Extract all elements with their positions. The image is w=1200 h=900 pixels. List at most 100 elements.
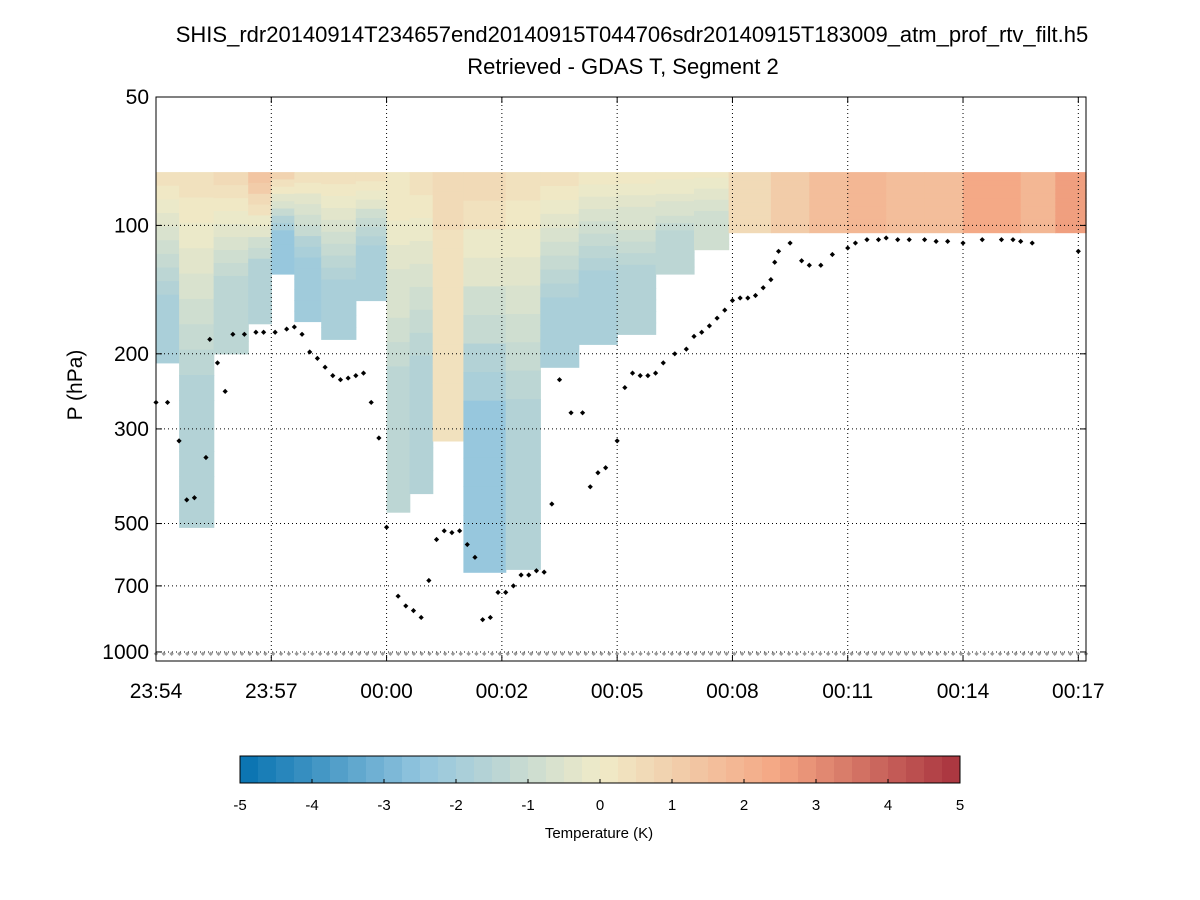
- surface-marker: [442, 651, 448, 657]
- heatmap-cell: [294, 214, 322, 227]
- surface-marker: [419, 651, 424, 657]
- heatmap-cell: [294, 182, 322, 195]
- colorbar-cell: [906, 756, 925, 783]
- heatmap-cell: [294, 225, 322, 237]
- heatmap-cell: [213, 340, 249, 355]
- surface-marker: [825, 651, 831, 657]
- heatmap-cell: [213, 237, 249, 251]
- surface-marker: [880, 651, 886, 657]
- marker-point: [472, 554, 478, 560]
- surface-marker: [1036, 651, 1042, 657]
- marker-point: [261, 329, 267, 335]
- heatmap-cell: [694, 177, 730, 184]
- heatmap-cell: [694, 194, 730, 201]
- heatmap-cell: [213, 211, 249, 225]
- x-tick-label: 00:00: [360, 680, 413, 703]
- heatmap-column: [770, 172, 810, 234]
- surface-marker: [818, 651, 823, 657]
- surface-marker: [935, 651, 940, 657]
- heatmap-cell: [578, 221, 618, 235]
- colorbar-cell: [510, 756, 529, 783]
- surface-marker: [505, 651, 510, 657]
- surface-marker: [661, 651, 667, 657]
- heatmap-cell: [655, 223, 695, 231]
- heatmap-cell: [1020, 172, 1056, 177]
- surface-marker: [646, 651, 651, 657]
- heatmap-cell: [156, 199, 180, 214]
- heatmap-cell: [213, 198, 249, 212]
- heatmap-cell: [386, 342, 411, 367]
- colorbar-cell: [348, 756, 367, 783]
- heatmap-cell: [179, 298, 215, 325]
- marker-point: [191, 495, 198, 501]
- surface-marker: [216, 651, 221, 657]
- heatmap-cell: [386, 487, 411, 513]
- heatmap-cell: [963, 211, 1022, 216]
- colorbar-cell: [600, 756, 619, 783]
- heatmap-cell: [770, 172, 810, 177]
- heatmap-cell: [463, 229, 507, 259]
- plot-frame: [155, 96, 1087, 662]
- heatmap-cell: [963, 176, 1022, 182]
- heatmap-cell: [505, 370, 541, 400]
- heatmap-cell: [924, 172, 964, 177]
- colorbar-cell: [618, 756, 637, 783]
- surface-marker: [1021, 651, 1026, 657]
- surface-marker: [1013, 651, 1018, 657]
- marker-point: [729, 297, 736, 304]
- heatmap-cell: [156, 172, 180, 187]
- x-axis: 23:54 23:57 00:00 00:02 00:05 00:08 00:11 00:14…: [130, 97, 1105, 703]
- heatmap-cell: [432, 421, 464, 442]
- heatmap-cell: [809, 224, 849, 229]
- heatmap-cell: [321, 243, 357, 257]
- marker-point: [772, 259, 778, 265]
- surface-marker: [482, 651, 487, 657]
- surface-marker: [982, 651, 987, 657]
- heatmap-cell: [156, 185, 180, 200]
- heatmap-cell: [809, 228, 849, 234]
- heatmap-cell: [578, 233, 618, 247]
- heatmap-cell: [409, 332, 434, 357]
- surface-marker: [943, 651, 948, 657]
- marker-point: [1075, 248, 1081, 254]
- heatmap-cell: [728, 224, 772, 229]
- heatmap-cell: [694, 188, 730, 195]
- heatmap-cell: [432, 268, 464, 288]
- heatmap-cell: [809, 176, 849, 182]
- heatmap-cell: [248, 172, 272, 184]
- heatmap-cell: [505, 484, 541, 514]
- surface-marker: [950, 651, 956, 657]
- surface-marker: [888, 651, 893, 657]
- marker-point: [418, 614, 424, 621]
- heatmap-cell: [847, 219, 887, 225]
- heatmap-cell: [809, 215, 849, 221]
- colorbar-cell: [312, 756, 331, 783]
- colorbar-tick-label: 1: [668, 797, 676, 814]
- surface-marker: [1060, 651, 1065, 657]
- surface-marker: [997, 651, 1003, 657]
- heatmap-cell: [386, 293, 411, 319]
- heatmap-cell: [886, 215, 926, 221]
- heatmap-cell: [694, 199, 730, 206]
- heatmap-cell: [505, 512, 541, 542]
- heatmap-cell: [505, 342, 541, 372]
- heatmap-cell: [540, 325, 580, 340]
- heatmap-cell: [321, 184, 357, 197]
- heatmap-cell: [294, 236, 322, 248]
- heatmap-cell: [540, 186, 580, 201]
- colorbar-cell: [690, 756, 709, 783]
- heatmap-cell: [924, 202, 964, 208]
- heatmap-cell: [617, 311, 657, 324]
- marker-point: [752, 292, 759, 299]
- heatmap-cell: [463, 400, 507, 430]
- marker-point: [787, 240, 793, 246]
- marker-point: [960, 240, 966, 246]
- heatmap-cell: [578, 258, 618, 272]
- marker-point: [1010, 237, 1016, 243]
- heatmap-cell: [886, 185, 926, 190]
- heatmap-column: [809, 172, 849, 234]
- heatmap-cell: [271, 193, 295, 202]
- y-tick-label: 700: [114, 575, 149, 598]
- heatmap-cell: [156, 240, 180, 255]
- surface-marker: [896, 651, 901, 657]
